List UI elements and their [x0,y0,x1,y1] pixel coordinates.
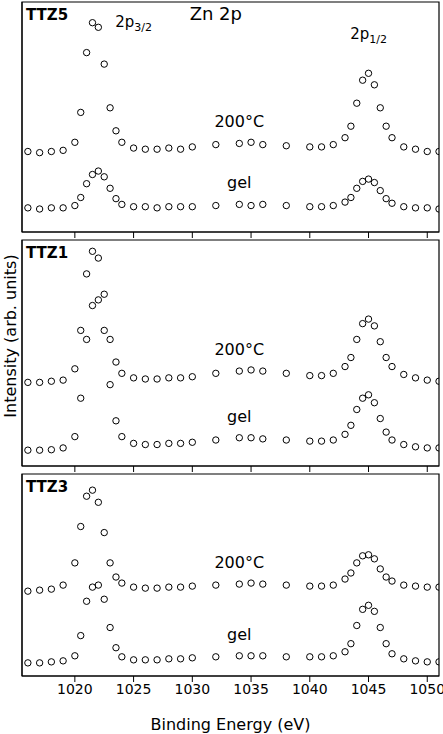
svg-text:Zn 2p: Zn 2p [190,3,242,24]
svg-text:1045: 1045 [351,681,387,697]
html-text:TTZ1: TTZ1 [26,244,69,262]
svg-text:1030: 1030 [175,681,211,697]
svg-text:gel: gel [227,407,251,426]
svg-text:gel: gel [227,173,251,192]
svg-text:200°C: 200°C [214,112,264,131]
html-text:TTZ5: TTZ5 [26,6,69,24]
svg-text:gel: gel [227,625,251,644]
svg-text:2p3/2: 2p3/2 [115,13,152,34]
svg-text:200°C: 200°C [214,553,264,572]
svg-text:1020: 1020 [57,681,93,697]
svg-text:1025: 1025 [116,681,152,697]
svg-text:200°C: 200°C [214,340,264,359]
svg-text:1050: 1050 [409,681,435,697]
svg-text:Binding Energy (eV): Binding Energy (eV) [151,715,311,734]
html-text:TTZ3: TTZ3 [26,478,69,496]
svg-text:1035: 1035 [233,681,269,697]
html-text:Intensity (arb. units): Intensity (arb. units) [0,254,20,418]
svg-text:2p1/2: 2p1/2 [350,25,387,46]
svg-text:1040: 1040 [292,681,328,697]
